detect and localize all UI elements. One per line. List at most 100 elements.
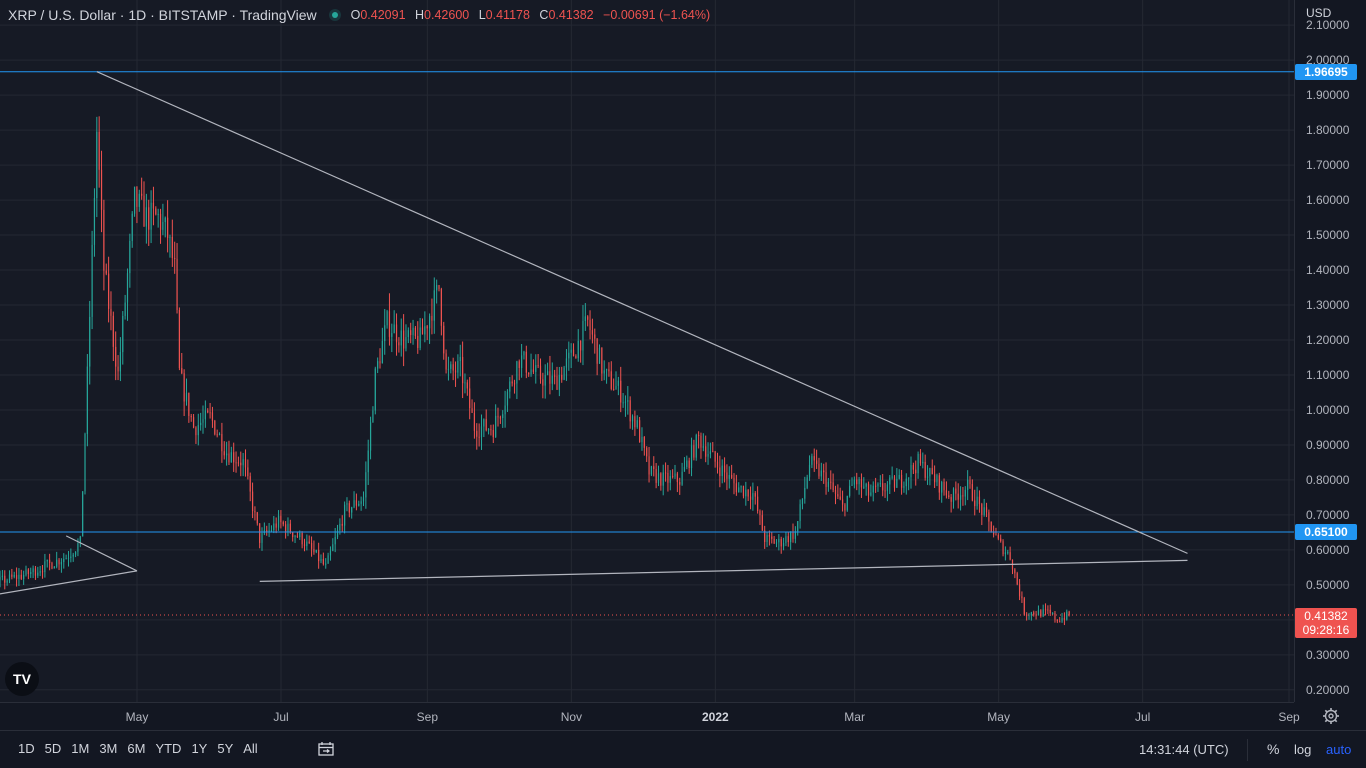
candle-body [752, 493, 754, 500]
candle-456 [962, 487, 964, 506]
candle-body [622, 402, 624, 404]
range-button-all[interactable]: All [243, 741, 258, 756]
candle-body [525, 351, 527, 373]
utc-clock[interactable]: 14:31:44 (UTC) [1139, 742, 1229, 757]
candle-body [837, 494, 839, 497]
candle-163 [270, 525, 273, 533]
candle-body [1066, 611, 1068, 620]
range-button-5d[interactable]: 5D [44, 741, 62, 756]
candle-455 [959, 486, 962, 511]
candle-316 [631, 414, 634, 430]
price-chart[interactable] [0, 0, 1294, 702]
auto-scale-toggle[interactable]: auto [1326, 742, 1352, 757]
candle-231 [431, 298, 433, 335]
candle-164 [273, 515, 275, 534]
candle-body [1056, 619, 1058, 622]
candle-body [320, 558, 322, 562]
candle-74 [60, 558, 63, 573]
range-button-6m[interactable]: 6M [127, 741, 146, 756]
candle-body [917, 453, 919, 474]
percent-scale-toggle[interactable]: % [1267, 741, 1280, 757]
candle-333 [672, 469, 674, 479]
candle-body [483, 419, 485, 427]
candle-60 [27, 568, 29, 580]
candle-body [570, 349, 572, 353]
chart-pane[interactable]: XRP / U.S. Dollar · 1D · BITSTAMP · Trad… [0, 0, 1294, 702]
time-label-3: Nov [560, 710, 583, 724]
candle-73 [58, 558, 60, 571]
candle-body [131, 213, 133, 241]
range-button-1y[interactable]: 1Y [191, 741, 208, 756]
candle-426 [891, 466, 893, 480]
candle-body [889, 477, 891, 485]
candle-body [782, 543, 785, 547]
candle-body [948, 495, 950, 498]
candle-body [82, 491, 84, 537]
candle-body [971, 484, 973, 501]
candle-body [882, 483, 884, 491]
candle-221 [407, 327, 409, 344]
price-scale[interactable] [1294, 0, 1366, 702]
candle-body [912, 465, 914, 470]
candle-body [945, 490, 948, 496]
candle-447 [941, 480, 943, 503]
candle-body [608, 369, 610, 372]
time-scale[interactable]: May Jul Sep Nov 2022 Mar May Jul Sep [0, 702, 1339, 730]
candle-body [443, 325, 445, 354]
candle-439 [922, 452, 924, 469]
candle-457 [964, 486, 966, 506]
candle-body [336, 530, 339, 538]
candle-403 [837, 484, 839, 499]
candle-body [926, 476, 929, 478]
range-button-5y[interactable]: 5Y [217, 741, 234, 756]
settings-gear-icon[interactable] [1322, 707, 1340, 725]
candle-body [440, 288, 442, 326]
tradingview-logo[interactable]: TV [5, 662, 39, 696]
candle-body [594, 334, 596, 339]
candle-body [896, 478, 898, 488]
log-scale-toggle[interactable]: log [1294, 742, 1312, 757]
candle-body [466, 382, 468, 389]
range-button-ytd[interactable]: YTD [155, 741, 182, 756]
range-button-3m[interactable]: 3M [99, 741, 118, 756]
candle-423 [884, 482, 886, 498]
candle-187 [327, 552, 329, 564]
symbol-title[interactable]: XRP / U.S. Dollar · 1D · BITSTAMP · Trad… [8, 7, 317, 23]
candle-315 [629, 396, 631, 429]
candle-368 [754, 491, 756, 505]
candle-169 [285, 521, 287, 539]
candle-body [941, 481, 943, 493]
range-button-1m[interactable]: 1M [71, 741, 90, 756]
candle-body [478, 436, 480, 438]
candle-body [355, 500, 358, 506]
candle-446 [938, 472, 940, 500]
go-to-date-icon[interactable] [317, 740, 335, 758]
candle-body [471, 408, 473, 413]
candle-body [936, 475, 938, 483]
candle-body [39, 571, 41, 573]
candle-481 [1021, 591, 1023, 603]
candle-254 [485, 409, 487, 432]
candle-body [627, 400, 629, 402]
candle-body [565, 358, 568, 368]
time-label-8: Sep [1278, 710, 1300, 724]
candle-body [615, 385, 617, 390]
candle-396 [820, 462, 822, 481]
candle-body [598, 347, 601, 364]
candle-body [841, 499, 844, 505]
candle-98 [117, 355, 119, 381]
candle-383 [790, 531, 792, 550]
candle-247 [469, 377, 471, 420]
candle-208 [377, 357, 379, 374]
candle-285 [558, 367, 560, 397]
candle-438 [919, 449, 922, 466]
range-button-1d[interactable]: 1D [18, 741, 35, 756]
candle-156 [254, 506, 256, 521]
price-tick-1: 2.00000 [1306, 53, 1350, 68]
candle-body [865, 483, 867, 487]
currency-label[interactable]: USD [1306, 6, 1332, 20]
candle-body [421, 327, 424, 335]
candle-151 [242, 452, 244, 477]
candle-325 [653, 456, 655, 477]
candle-body [322, 558, 324, 565]
